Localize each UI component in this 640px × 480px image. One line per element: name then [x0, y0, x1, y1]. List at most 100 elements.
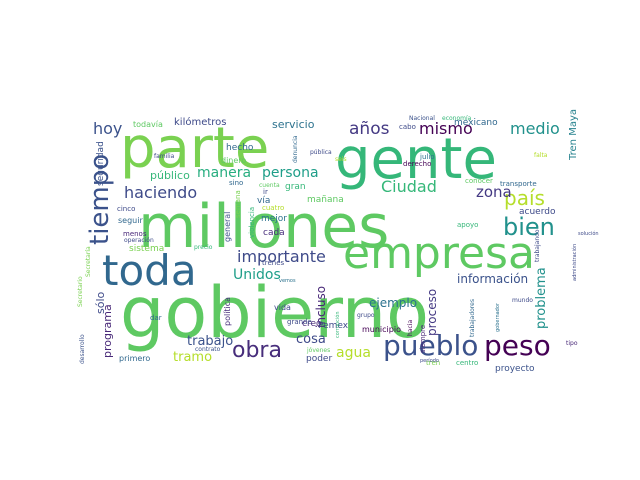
word-53: municipio — [362, 325, 401, 334]
word-19: Ciudad — [381, 177, 437, 196]
word-52: sistema — [129, 244, 164, 254]
word-104: desarrollo — [79, 334, 86, 364]
word-68: transporte — [500, 180, 537, 188]
word-58: seguir — [118, 216, 143, 225]
word-67: apoyo — [457, 221, 478, 229]
word-63: siempre — [419, 325, 427, 353]
word-27: ejemplo — [369, 296, 417, 310]
word-41: Tren Maya — [568, 109, 579, 161]
word-103: administración — [571, 244, 578, 281]
word-60: política — [223, 297, 232, 326]
word-62: grande — [287, 318, 312, 326]
word-47: general — [223, 212, 232, 242]
word-3: gente — [335, 127, 497, 192]
word-15: hoy — [93, 119, 122, 138]
word-56: todavía — [133, 120, 163, 129]
word-65: tren — [426, 359, 440, 367]
word-31: sólo — [94, 291, 107, 314]
word-16: años — [349, 119, 390, 139]
word-45: mejor — [261, 214, 287, 224]
word-7: pueblo — [383, 329, 478, 362]
word-4: parte — [120, 116, 269, 181]
word-14: importante — [237, 247, 326, 266]
word-66: conocer — [465, 177, 493, 185]
word-88: precio — [194, 244, 213, 251]
word-28: información — [457, 272, 528, 286]
word-1: gobierno — [120, 272, 429, 354]
word-32: incluso — [314, 286, 328, 328]
word-29: problema — [534, 267, 549, 329]
word-44: cada — [263, 228, 285, 238]
word-6: toda — [102, 246, 197, 295]
word-79: semana — [234, 190, 242, 218]
word-74: economía — [442, 115, 472, 122]
word-26: agua — [336, 345, 371, 361]
word-54: poder — [306, 354, 332, 364]
word-71: julio — [419, 153, 435, 161]
word-25: cosa — [296, 332, 326, 347]
word-91: jóvenes — [306, 347, 330, 354]
word-98: trabajadores — [469, 299, 476, 337]
word-57: dinero — [221, 156, 246, 165]
word-97: período — [420, 357, 439, 364]
word-76: cuenta — [259, 182, 280, 189]
word-78: cuatro — [262, 204, 284, 212]
word-75: sino — [229, 179, 243, 187]
word-38: acuerdo — [519, 207, 556, 217]
word-59: trenes — [262, 259, 285, 267]
word-20: zona — [476, 183, 512, 201]
word-80: violencia — [248, 207, 256, 238]
word-93: vemos — [279, 278, 296, 284]
word-8: peso — [484, 329, 551, 362]
word-90: contrato — [195, 346, 221, 353]
word-70: cabo — [399, 123, 416, 131]
word-9: obra — [232, 338, 282, 363]
word-11: país — [504, 186, 545, 210]
word-106: solución — [578, 230, 599, 237]
word-36: kilómetros — [174, 116, 227, 128]
word-95: grupo — [357, 312, 375, 319]
word-42: vía — [257, 196, 270, 206]
word-100: mundo — [512, 297, 533, 304]
word-69: derecho — [403, 160, 431, 168]
word-82: menos — [123, 230, 147, 238]
word-21: manera — [197, 165, 251, 181]
word-101: tipo — [566, 340, 578, 347]
word-102: trabajando — [534, 229, 541, 262]
word-24: trabajo — [187, 334, 233, 349]
word-37: mexicano — [454, 118, 498, 128]
word-46: hecho — [226, 143, 254, 153]
word-64: centro — [456, 359, 478, 367]
word-49: Pemex — [318, 321, 349, 331]
word-34: público — [150, 169, 190, 182]
word-50: creo — [302, 319, 322, 329]
word-77: ir — [263, 188, 268, 196]
word-72: falta — [534, 152, 548, 159]
word-48: seguridad — [96, 141, 106, 186]
word-99: gobernador — [495, 302, 501, 332]
word-40: tramo — [173, 350, 212, 365]
word-2: millones — [138, 192, 389, 262]
word-30: programa — [101, 304, 114, 358]
word-5: empresa — [343, 228, 535, 279]
word-55: primero — [119, 354, 150, 363]
word-17: mismo — [419, 119, 473, 138]
word-13: haciendo — [124, 183, 197, 202]
word-43: gran — [285, 182, 306, 192]
word-89: Secretaría — [85, 246, 92, 277]
word-96: hacia — [407, 320, 414, 336]
word-73: Nacional — [409, 115, 435, 122]
word-85: denuncia — [292, 135, 299, 163]
word-10: bien — [503, 213, 555, 241]
word-35: servicio — [272, 118, 315, 131]
word-23: Unidos — [233, 267, 281, 283]
word-92: dar — [150, 314, 162, 322]
word-83: operación — [124, 237, 154, 244]
word-22: persona — [262, 165, 319, 181]
word-51: mañana — [307, 195, 344, 205]
word-105: Secretario — [77, 276, 84, 307]
word-39: proyecto — [495, 364, 535, 374]
word-84: familia — [154, 153, 175, 160]
word-33: proceso — [425, 289, 439, 336]
